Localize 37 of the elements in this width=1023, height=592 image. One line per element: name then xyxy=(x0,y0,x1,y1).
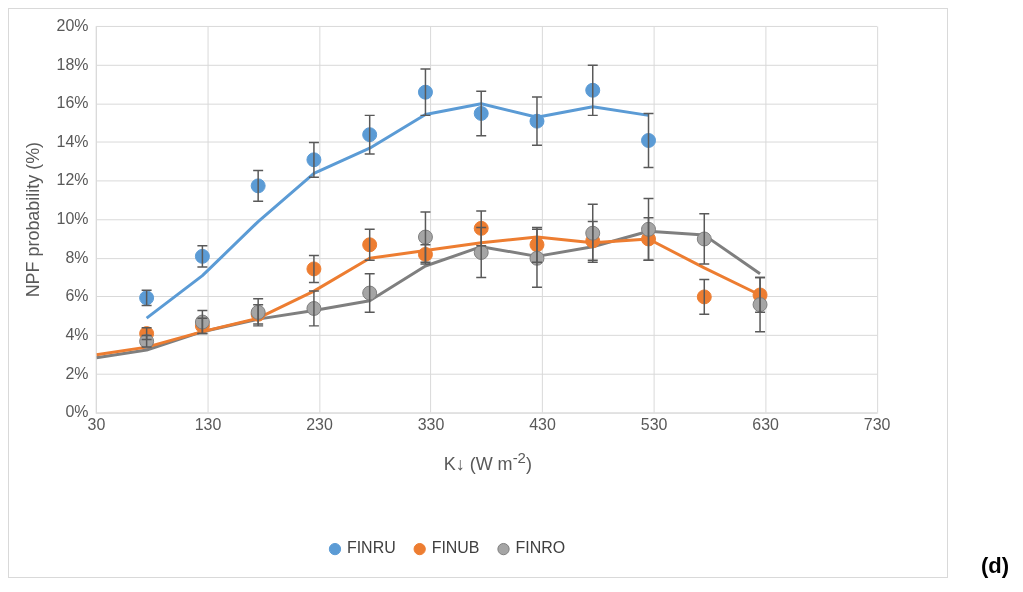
point xyxy=(194,248,210,264)
legend-label: FINUB xyxy=(431,539,480,557)
y-axis-title: NPF probability (%) xyxy=(22,141,43,298)
point xyxy=(362,285,378,301)
point xyxy=(696,289,712,305)
y-tick-label: 0% xyxy=(65,403,89,421)
text: (d) xyxy=(980,553,1009,579)
y-tick-label: 14% xyxy=(56,132,89,150)
x-tick-label: 30 xyxy=(87,415,106,433)
legend-label: FINRU xyxy=(346,539,396,557)
point xyxy=(641,221,656,237)
point xyxy=(417,84,433,100)
legend-label: FINRO xyxy=(515,539,566,557)
x-tick-label: 630 xyxy=(752,415,780,433)
y-tick-label: 10% xyxy=(56,210,89,228)
x-axis-title: K↓ (W m$^{-2}$) xyxy=(443,448,532,476)
point xyxy=(585,225,601,241)
point xyxy=(362,237,378,253)
point xyxy=(696,231,712,247)
y-tick-label: 6% xyxy=(65,287,89,305)
x-tick-label: 130 xyxy=(194,415,222,433)
y-tick-label: 4% xyxy=(65,325,89,343)
point xyxy=(417,229,433,245)
y-tick-label: 8% xyxy=(65,248,89,266)
y-tick-label: 2% xyxy=(65,364,89,382)
x-tick-label: 730 xyxy=(863,415,891,433)
x-tick-label: 230 xyxy=(306,415,333,433)
y-tick-label: 16% xyxy=(56,94,89,112)
point xyxy=(585,82,601,98)
x-tick-label: 330 xyxy=(417,415,445,433)
y-tick-label: 20% xyxy=(56,16,89,34)
point xyxy=(641,133,656,148)
y-tick-label: 12% xyxy=(56,171,89,189)
x-tick-label: 430 xyxy=(529,415,556,433)
y-tick-label: 18% xyxy=(56,55,89,73)
point xyxy=(362,127,378,143)
x-tick-label: 530 xyxy=(640,415,668,433)
